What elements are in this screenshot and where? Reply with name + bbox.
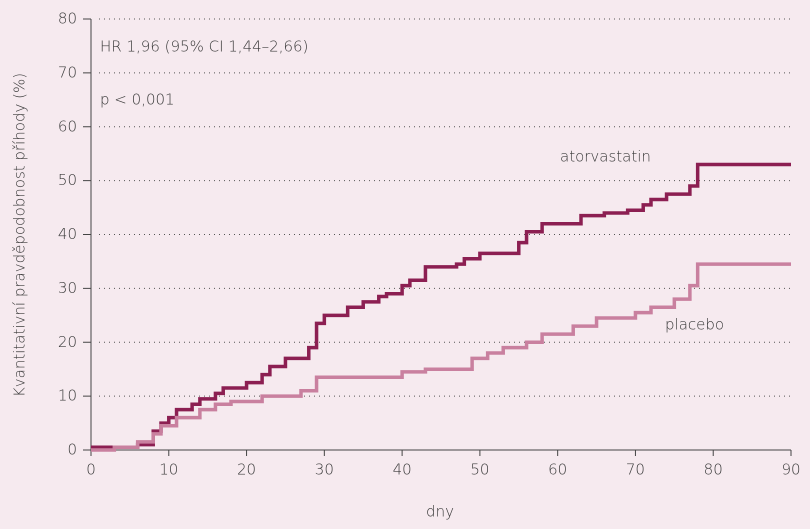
y-tick-label: 0 xyxy=(67,441,77,459)
y-tick-label: 80 xyxy=(58,10,77,28)
series-label: atorvastatin xyxy=(560,148,651,166)
x-tick-label: 50 xyxy=(470,461,489,479)
y-tick-label: 40 xyxy=(58,225,77,243)
y-tick-label: 10 xyxy=(58,387,77,405)
y-tick-label: 20 xyxy=(58,333,77,351)
x-tick-label: 70 xyxy=(626,461,645,479)
y-axis-label: Kvantitativní pravděpodobnost příhody (%… xyxy=(11,73,29,397)
y-tick-label: 30 xyxy=(58,279,77,297)
x-tick-label: 60 xyxy=(548,461,567,479)
x-tick-label: 40 xyxy=(393,461,412,479)
annotation: HR 1,96 (95% CI 1,44–2,66) xyxy=(100,38,308,56)
y-tick-label: 70 xyxy=(58,63,77,81)
series-label: placebo xyxy=(665,316,724,334)
x-tick-label: 30 xyxy=(315,461,334,479)
annotation: p < 0,001 xyxy=(100,91,175,109)
x-tick-label: 0 xyxy=(86,461,96,479)
x-tick-label: 90 xyxy=(781,461,800,479)
x-tick-label: 20 xyxy=(237,461,256,479)
x-axis-label: dny xyxy=(426,503,454,521)
y-tick-label: 50 xyxy=(58,171,77,189)
x-tick-label: 80 xyxy=(704,461,723,479)
series-line xyxy=(91,262,791,452)
series-line xyxy=(91,162,791,450)
x-tick-label: 10 xyxy=(159,461,178,479)
y-tick-label: 60 xyxy=(58,117,77,135)
